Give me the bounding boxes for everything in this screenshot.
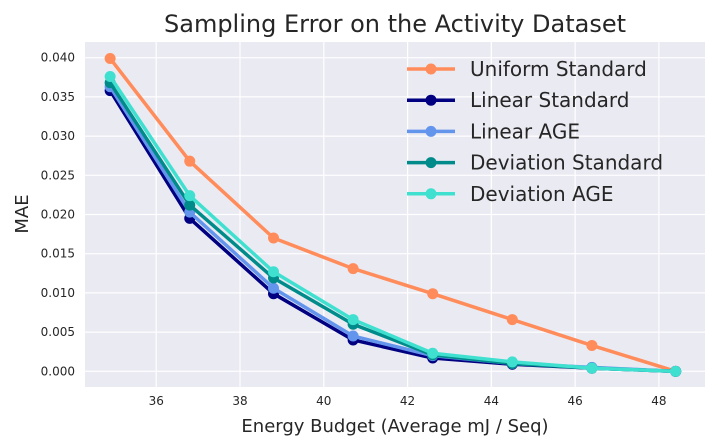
data-point-linear-age bbox=[347, 330, 359, 342]
x-tick-label: 36 bbox=[149, 394, 164, 408]
legend-item-deviation-standard: Deviation Standard bbox=[407, 151, 663, 175]
legend-item-deviation-age: Deviation AGE bbox=[407, 182, 614, 206]
legend-swatch-marker bbox=[425, 188, 437, 200]
legend-item-uniform-standard: Uniform Standard bbox=[407, 57, 647, 81]
gridlines bbox=[85, 42, 705, 387]
chart-title: Sampling Error on the Activity Dataset bbox=[164, 10, 626, 38]
data-point-deviation-age bbox=[670, 365, 682, 377]
data-point-uniform-standard bbox=[104, 52, 116, 64]
legend-item-linear-age: Linear AGE bbox=[407, 119, 580, 143]
y-tick-label: 0.000 bbox=[41, 364, 75, 378]
y-tick-label: 0.010 bbox=[41, 286, 75, 300]
data-point-uniform-standard bbox=[184, 155, 196, 167]
legend: Uniform Standard Linear Standard Linear AG… bbox=[407, 57, 663, 206]
data-point-deviation-age bbox=[586, 362, 598, 374]
legend-swatch-marker bbox=[425, 125, 437, 137]
data-point-deviation-age bbox=[427, 347, 439, 359]
x-tick-label: 38 bbox=[232, 394, 247, 408]
x-tick-label: 46 bbox=[567, 394, 582, 408]
data-point-deviation-age bbox=[184, 190, 196, 202]
legend-label: Deviation Standard bbox=[470, 151, 663, 175]
legend-swatch-marker bbox=[425, 157, 437, 169]
x-tick-label: 42 bbox=[400, 394, 415, 408]
data-point-linear-age bbox=[268, 282, 280, 294]
y-axis-label: MAE bbox=[12, 194, 33, 233]
series-line-deviation-age bbox=[108, 74, 678, 374]
x-tick-label: 48 bbox=[651, 394, 666, 408]
data-point-uniform-standard bbox=[268, 232, 280, 244]
data-point-uniform-standard bbox=[427, 288, 439, 300]
y-tick-label: 0.035 bbox=[41, 90, 75, 104]
series-group bbox=[104, 52, 682, 377]
series-uniform-standard bbox=[104, 52, 682, 377]
x-axis-label: Energy Budget (Average mJ / Seq) bbox=[241, 416, 548, 437]
y-tick-label: 0.020 bbox=[41, 208, 75, 222]
data-point-deviation-standard bbox=[184, 199, 196, 211]
series-line-uniform-standard bbox=[108, 56, 678, 374]
data-point-uniform-standard bbox=[347, 263, 359, 275]
data-point-uniform-standard bbox=[506, 314, 518, 326]
legend-swatch-marker bbox=[425, 94, 437, 106]
data-point-deviation-age bbox=[506, 356, 518, 368]
y-tick-label: 0.015 bbox=[41, 247, 75, 261]
y-tick-label: 0.005 bbox=[41, 325, 75, 339]
y-tick-labels: 0.000 0.005 0.010 0.015 0.020 0.025 0.030 0.035… bbox=[41, 51, 75, 379]
legend-label: Linear AGE bbox=[470, 119, 580, 143]
x-tick-labels: 36 38 40 42 44 46 48 bbox=[149, 394, 667, 408]
series-deviation-age bbox=[104, 71, 682, 377]
data-point-deviation-age bbox=[347, 314, 359, 326]
legend-label: Linear Standard bbox=[470, 88, 630, 112]
data-point-deviation-age bbox=[104, 71, 116, 82]
legend-label: Uniform Standard bbox=[470, 57, 647, 81]
data-point-deviation-age bbox=[268, 266, 280, 278]
y-tick-label: 0.025 bbox=[41, 168, 75, 182]
data-point-uniform-standard bbox=[586, 339, 598, 351]
legend-swatch-marker bbox=[425, 63, 437, 75]
y-tick-label: 0.040 bbox=[41, 51, 75, 65]
legend-label: Deviation AGE bbox=[470, 182, 614, 206]
y-tick-label: 0.030 bbox=[41, 129, 75, 143]
x-tick-label: 40 bbox=[316, 394, 331, 408]
x-tick-label: 44 bbox=[484, 394, 499, 408]
legend-item-linear-standard: Linear Standard bbox=[407, 88, 630, 112]
